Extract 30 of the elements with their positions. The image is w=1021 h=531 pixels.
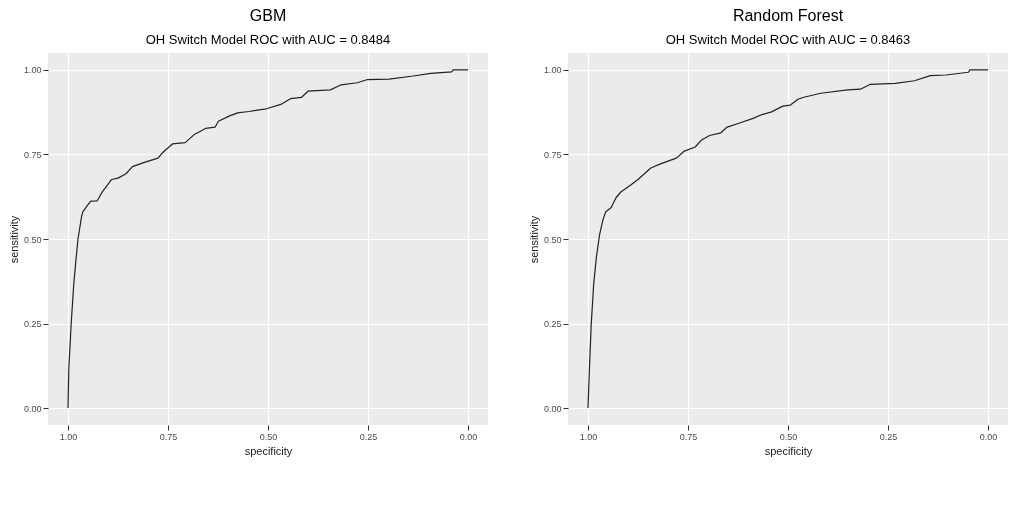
chart-subtitle: OH Switch Model ROC with AUC = 0.8463: [665, 32, 911, 47]
x-tick-label: 1.00: [579, 431, 598, 442]
x-tick-label: 0.00: [459, 431, 478, 442]
line-series: [587, 69, 989, 409]
x-tick-label: 0.75: [679, 431, 698, 442]
x-tick-label: 0.50: [259, 431, 278, 442]
x-axis-title: specificity: [244, 444, 293, 457]
chart-title: GBM: [249, 7, 287, 24]
line-series: [67, 69, 469, 409]
chart-title: Random Forest: [732, 7, 844, 24]
x-axis-title: specificity: [764, 444, 813, 457]
x-tick-label: 0.50: [779, 431, 798, 442]
y-tick-label: 0.50: [23, 234, 42, 245]
y-tick-label: 0.75: [23, 149, 42, 160]
x-tick-label: 0.75: [159, 431, 178, 442]
x-tick-label: 0.00: [979, 431, 998, 442]
y-tick-label: 0.25: [543, 319, 562, 330]
y-tick-label: 0.50: [543, 234, 562, 245]
y-tick-label: 1.00: [23, 65, 42, 76]
y-tick-label: 0.25: [23, 319, 42, 330]
x-tick-label: 0.25: [879, 431, 898, 442]
x-tick-label: 0.25: [359, 431, 378, 442]
y-tick-label: 0.00: [23, 403, 42, 414]
y-tick-label: 0.75: [543, 149, 562, 160]
x-tick-label: 1.00: [59, 431, 78, 442]
y-tick-label: 1.00: [543, 65, 562, 76]
y-axis-title: sensitivity: [7, 215, 20, 264]
y-tick-label: 0.00: [543, 403, 562, 414]
y-axis-title: sensitivity: [527, 215, 540, 264]
chart-subtitle: OH Switch Model ROC with AUC = 0.8484: [145, 32, 391, 47]
